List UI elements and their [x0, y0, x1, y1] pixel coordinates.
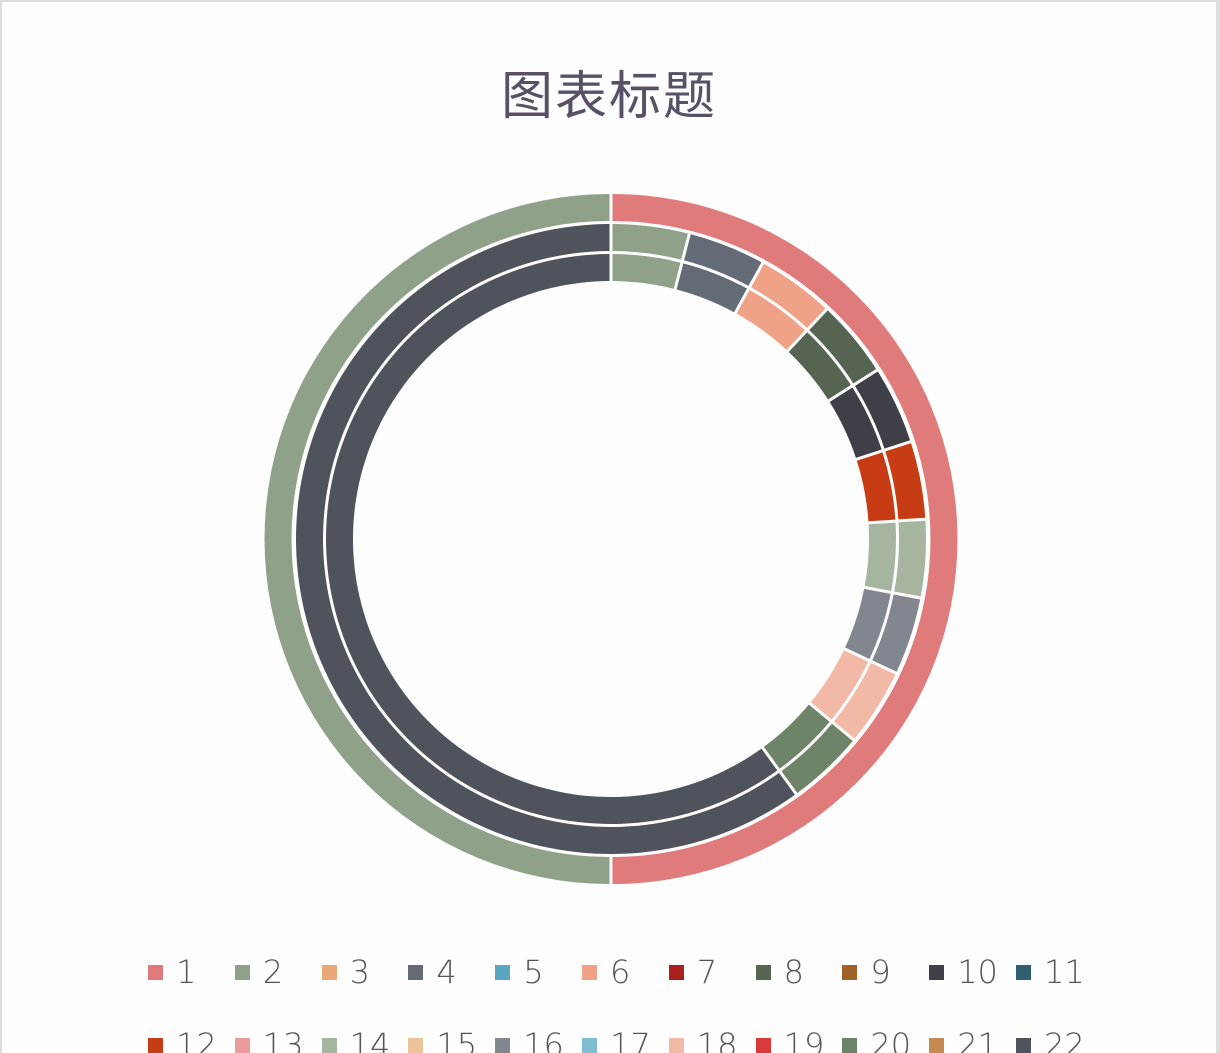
- legend-swatch: [1016, 964, 1031, 980]
- ring-middle-slice-8[interactable]: [809, 310, 877, 384]
- legend-swatch: [234, 964, 250, 980]
- ring-inner-slice-2[interactable]: [612, 254, 681, 289]
- legend-swatch: [495, 964, 511, 980]
- ring-middle-slice-10[interactable]: [854, 371, 911, 449]
- legend-item-15[interactable]: 15: [408, 1015, 477, 1053]
- legend-item-5[interactable]: 5: [495, 942, 544, 1002]
- legend-item-10[interactable]: 10: [929, 942, 998, 1002]
- ring-middle-slice-18[interactable]: [833, 662, 896, 739]
- legend-item-8[interactable]: 8: [755, 942, 804, 1002]
- ring-middle-slice-2[interactable]: [612, 224, 688, 260]
- ring-middle-slice-14[interactable]: [894, 520, 927, 597]
- legend-swatch: [495, 1037, 511, 1053]
- legend-swatch: [234, 1037, 250, 1053]
- legend-swatch: [929, 1037, 945, 1053]
- legend-swatch: [321, 1037, 337, 1053]
- legend-item-12[interactable]: 12: [148, 1015, 217, 1053]
- legend-swatch: [408, 964, 424, 980]
- legend-label: 12: [176, 1026, 217, 1053]
- ring-inner-slice-4[interactable]: [676, 263, 747, 313]
- legend-item-13[interactable]: 13: [234, 1015, 304, 1053]
- legend-label: 8: [783, 953, 804, 991]
- legend-label: 22: [1044, 1026, 1085, 1053]
- legend-label: 1: [176, 953, 197, 991]
- legend-swatch: [582, 1037, 597, 1053]
- legend-swatch: [755, 964, 771, 980]
- legend-item-2[interactable]: 2: [234, 942, 284, 1002]
- legend-swatch: [321, 964, 337, 980]
- ring-inner-slice-18[interactable]: [810, 650, 869, 720]
- legend-item-1[interactable]: 1: [148, 942, 196, 1002]
- legend-label: 21: [957, 1026, 998, 1053]
- legend-swatch: [842, 964, 858, 980]
- legend-label: 2: [262, 953, 284, 991]
- ring-inner-slice-14[interactable]: [864, 522, 897, 591]
- legend-label: 18: [696, 1026, 738, 1053]
- legend-swatch: [408, 1037, 424, 1053]
- legend-item-18[interactable]: 18: [668, 1015, 738, 1053]
- legend-label: 7: [696, 953, 718, 991]
- legend-label: 19: [783, 1026, 825, 1053]
- legend-swatch: [755, 1037, 771, 1053]
- legend-label: 10: [957, 953, 998, 991]
- legend-label: 15: [436, 1026, 478, 1053]
- legend-item-14[interactable]: 14: [321, 1015, 391, 1053]
- legend-swatch: [929, 964, 945, 980]
- legend-label: 11: [1044, 953, 1085, 991]
- legend-item-16[interactable]: 16: [495, 1015, 564, 1053]
- ring-inner-slice-22[interactable]: [326, 254, 778, 824]
- ring-inner-slice-10[interactable]: [829, 387, 882, 458]
- legend-item-7[interactable]: 7: [668, 942, 718, 1002]
- legend-swatch: [148, 964, 163, 980]
- legend-item-20[interactable]: 20: [842, 1015, 911, 1053]
- legend-item-3[interactable]: 3: [321, 942, 370, 1002]
- legend-item-19[interactable]: 19: [755, 1015, 825, 1053]
- legend-label: 5: [523, 953, 544, 991]
- legend-label: 4: [436, 953, 457, 991]
- ring-inner-slice-6[interactable]: [736, 289, 805, 350]
- ring-inner-slice-20[interactable]: [763, 704, 830, 769]
- legend-label: 9: [870, 953, 891, 991]
- ring-middle-slice-20[interactable]: [781, 723, 853, 793]
- legend-item-11[interactable]: 11: [1016, 942, 1085, 1002]
- legend-label: 6: [610, 953, 631, 991]
- legend-item-6[interactable]: 6: [582, 942, 630, 1002]
- ring-middle-slice-16[interactable]: [872, 594, 921, 672]
- legend-item-21[interactable]: 21: [929, 1015, 998, 1053]
- ring-inner-slice-8[interactable]: [788, 332, 851, 400]
- legend-label: 20: [870, 1026, 912, 1053]
- chart-title: 图表标题: [500, 67, 717, 127]
- legend-item-22[interactable]: 22: [1016, 1015, 1085, 1053]
- legend-label: 13: [262, 1026, 304, 1053]
- legend-label: 14: [349, 1026, 391, 1053]
- legend-swatch: [148, 1037, 163, 1053]
- legend-swatch: [842, 1037, 858, 1053]
- legend-item-17[interactable]: 17: [582, 1015, 651, 1053]
- legend-item-4[interactable]: 4: [408, 942, 457, 1002]
- ring-middle-slice-12[interactable]: [885, 443, 926, 520]
- legend-swatch: [668, 964, 684, 980]
- legend-swatch: [582, 964, 597, 980]
- legend-label: 16: [523, 1026, 564, 1053]
- ring-inner-slice-16[interactable]: [845, 588, 891, 659]
- legend-row: 12 13 14 15 16 17 18 19 20 21 22: [2, 1015, 1216, 1053]
- ring-middle-slice-6[interactable]: [751, 263, 826, 329]
- legend-swatch: [668, 1037, 684, 1053]
- legend-label: 3: [349, 953, 370, 991]
- ring-middle-slice-4[interactable]: [684, 234, 762, 286]
- legend-row: 1 2 3 4 5 6 7 8 9 10 11: [2, 942, 1216, 1002]
- legend-item-9[interactable]: 9: [842, 942, 891, 1002]
- legend-swatch: [1016, 1037, 1031, 1053]
- legend-label: 17: [610, 1026, 651, 1053]
- ring-inner-slice-12[interactable]: [856, 452, 896, 522]
